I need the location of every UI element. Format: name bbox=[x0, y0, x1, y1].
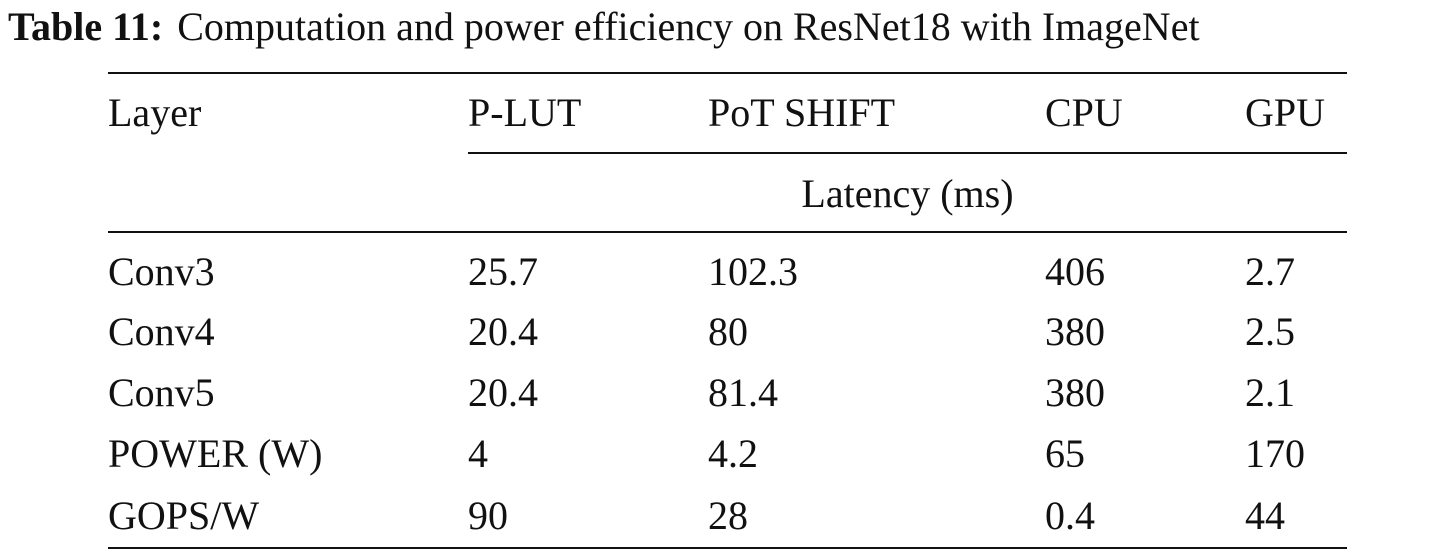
cell: 2.5 bbox=[1245, 309, 1295, 354]
cell: 65 bbox=[1045, 431, 1085, 476]
cell: 20.4 bbox=[468, 370, 538, 415]
cell: 20.4 bbox=[468, 309, 538, 354]
caption-text: Computation and power efficiency on ResN… bbox=[177, 4, 1200, 49]
row-label: Conv4 bbox=[108, 309, 215, 354]
header-cell: GPU bbox=[1245, 90, 1326, 135]
row-label: GOPS/W bbox=[108, 493, 260, 538]
cell: 80 bbox=[708, 309, 748, 354]
header-rule bbox=[108, 231, 1347, 233]
header-cell: CPU bbox=[1045, 90, 1123, 135]
cell: 28 bbox=[708, 493, 748, 538]
row-label: POWER (W) bbox=[108, 431, 323, 476]
header-cell: P-LUT bbox=[468, 90, 582, 135]
cell: 44 bbox=[1245, 493, 1285, 538]
bottom-rule bbox=[108, 547, 1347, 549]
row-label: Conv3 bbox=[108, 249, 215, 294]
cell: 0.4 bbox=[1045, 493, 1095, 538]
cell: 4 bbox=[468, 431, 488, 476]
cell: 380 bbox=[1045, 370, 1105, 415]
cell: 25.7 bbox=[468, 249, 538, 294]
cell: 4.2 bbox=[708, 431, 758, 476]
cell: 102.3 bbox=[708, 249, 798, 294]
cell: 81.4 bbox=[708, 370, 778, 415]
cell: 2.7 bbox=[1245, 249, 1295, 294]
cell: 170 bbox=[1245, 431, 1305, 476]
cell: 406 bbox=[1045, 249, 1105, 294]
cell: 2.1 bbox=[1245, 370, 1295, 415]
header-cell: Layer bbox=[108, 90, 202, 135]
mid-rule bbox=[468, 152, 1347, 154]
subheader: Latency (ms) bbox=[801, 171, 1014, 216]
row-label: Conv5 bbox=[108, 370, 215, 415]
header-cell: PoT SHIFT bbox=[708, 90, 896, 135]
caption: Table 11: Computation and power efficienc… bbox=[8, 7, 1200, 47]
cell: 380 bbox=[1045, 309, 1105, 354]
caption-label: Table 11: bbox=[8, 4, 164, 49]
cell: 90 bbox=[468, 493, 508, 538]
top-rule bbox=[108, 72, 1347, 74]
